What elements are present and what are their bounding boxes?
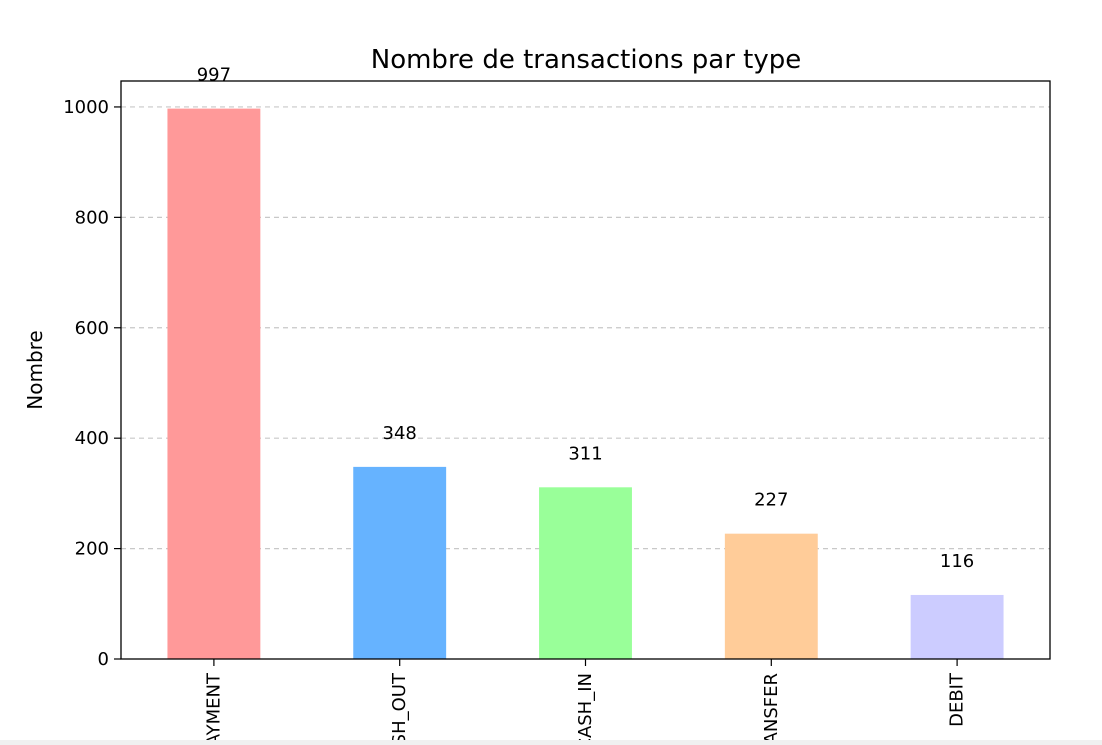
y-axis-label: Nombre bbox=[23, 330, 47, 409]
bar bbox=[167, 108, 261, 660]
bar bbox=[910, 594, 1004, 659]
data-label: 227 bbox=[754, 490, 788, 511]
bar bbox=[353, 466, 447, 659]
bottom-strip bbox=[0, 740, 1102, 745]
x-tick-label: CASH_IN bbox=[575, 673, 596, 745]
y-tick-label: 0 bbox=[98, 649, 109, 670]
y-tick-label: 200 bbox=[75, 539, 109, 560]
x-tick-label: DEBIT bbox=[947, 672, 968, 727]
data-label: 997 bbox=[197, 65, 231, 86]
x-tick-label: TRANSFER bbox=[761, 673, 782, 745]
data-label: 311 bbox=[568, 443, 602, 464]
y-axis: 0 200 400 600 800 1000 bbox=[63, 97, 121, 670]
data-label: 116 bbox=[940, 551, 974, 572]
y-tick-label: 800 bbox=[75, 207, 109, 228]
x-tick-label: CASH_OUT bbox=[389, 672, 410, 745]
bars bbox=[167, 108, 1004, 660]
data-label: 348 bbox=[383, 423, 417, 444]
y-tick-label: 600 bbox=[75, 318, 109, 339]
bar bbox=[539, 487, 632, 659]
x-axis: PAYMENT CASH_OUT CASH_IN TRANSFER DEBIT bbox=[203, 659, 968, 745]
bar bbox=[724, 533, 818, 659]
chart-title: Nombre de transactions par type bbox=[371, 45, 802, 75]
grid-lines bbox=[121, 106, 1050, 550]
y-tick-label: 1000 bbox=[63, 97, 109, 118]
x-tick-label: PAYMENT bbox=[203, 672, 224, 745]
y-tick-label: 400 bbox=[75, 428, 109, 449]
